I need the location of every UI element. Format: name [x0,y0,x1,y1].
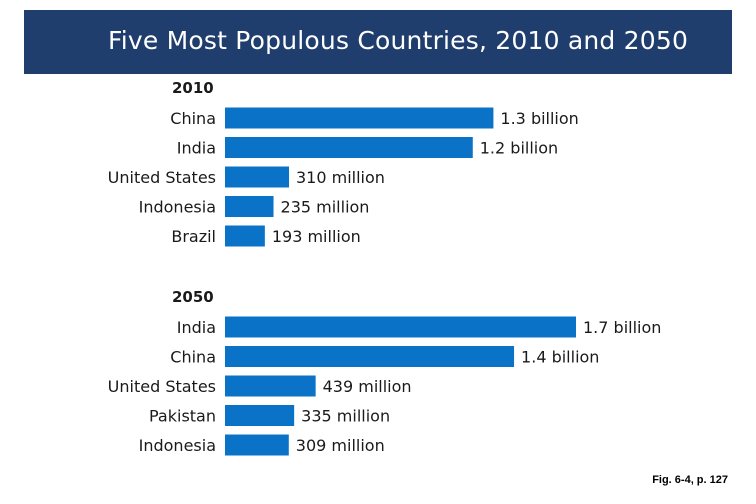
bar-china [225,346,515,367]
category-label: India [177,139,216,158]
bar-indonesia [225,434,289,456]
value-label: 235 million [281,198,370,217]
category-label: Indonesia [139,436,216,455]
chart-title: Five Most Populous Countries, 2010 and 2… [108,26,689,55]
category-label: Pakistan [149,407,216,426]
category-label: China [170,348,216,367]
category-label: United States [108,377,216,396]
category-label: China [170,109,216,128]
panel-title-2010: 2010 [172,79,214,97]
value-label: 309 million [296,436,385,455]
value-label: 439 million [323,377,412,396]
category-label: Brazil [171,227,216,246]
bar-united-states [225,375,316,397]
value-label: 1.7 billion [583,318,661,337]
title-banner: Five Most Populous Countries, 2010 and 2… [24,10,732,74]
category-label: Indonesia [139,198,216,217]
value-label: 1.2 billion [480,139,558,158]
bar-united-states [225,166,290,188]
bar-indonesia [225,196,274,217]
category-label: India [177,318,216,337]
value-label: 1.4 billion [521,348,599,367]
figure-caption: Fig. 6-4, p. 127 [652,474,728,486]
value-label: 1.3 billion [500,109,578,128]
bar-india [225,316,576,338]
bar-pakistan [225,405,295,426]
value-label: 193 million [272,227,361,246]
panel-title-2050: 2050 [172,288,214,306]
bar-brazil [225,225,265,247]
category-label: United States [108,168,216,187]
bar-india [225,137,473,158]
value-label: 335 million [301,407,390,426]
bar-china [225,107,494,129]
value-label: 310 million [296,168,385,187]
